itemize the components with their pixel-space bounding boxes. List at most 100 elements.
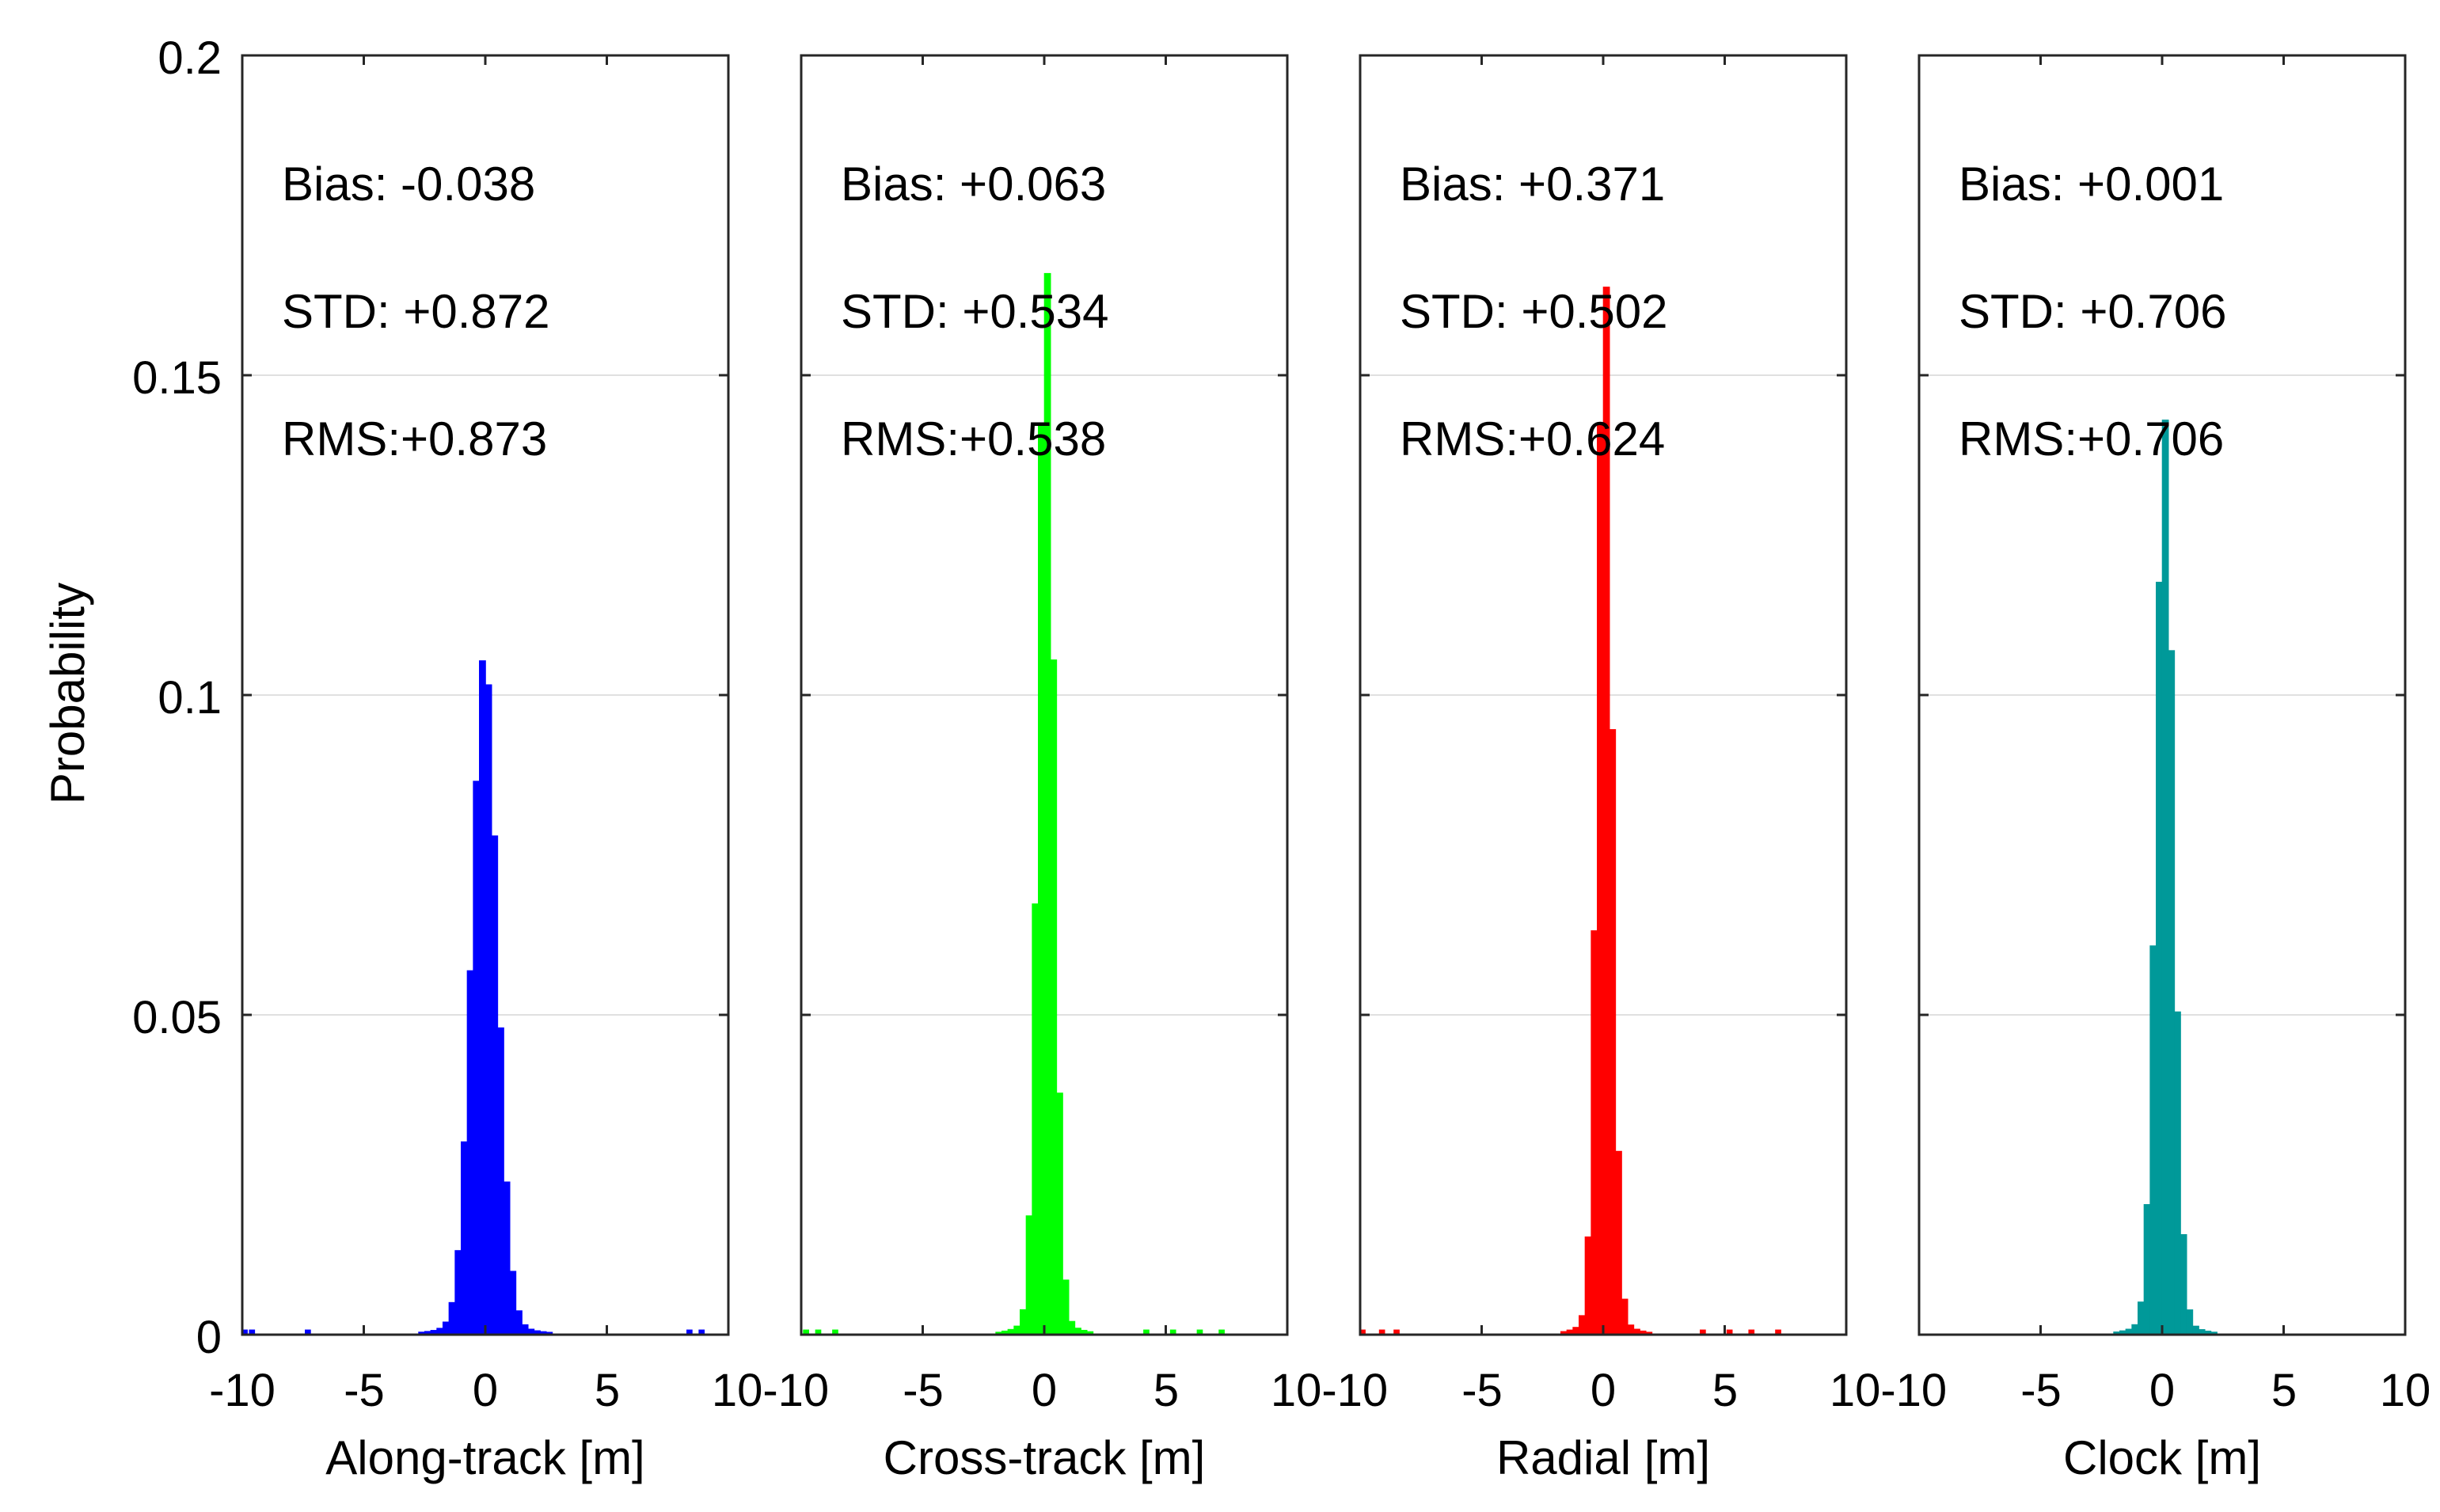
outlier-bar [1378, 1329, 1385, 1335]
histogram-bar [1609, 729, 1617, 1335]
y-tick-label: 0.2 [158, 32, 222, 84]
x-axis-label: Along-track [m] [325, 1431, 644, 1484]
std-label: STD: +0.502 [1400, 285, 1668, 338]
bias-label: Bias: +0.063 [841, 158, 1106, 211]
x-tick-label: 10 [2380, 1365, 2431, 1416]
histogram-bar [1056, 1092, 1063, 1335]
axis-ticks [1917, 54, 2407, 1336]
histogram-bar [473, 781, 481, 1335]
bias-label: Bias: +0.371 [1400, 158, 1665, 211]
x-tick-label: -5 [903, 1365, 944, 1416]
outlier-bar [241, 1329, 248, 1335]
outlier-bar [686, 1329, 693, 1335]
histogram-bar [442, 1321, 450, 1335]
x-axis-label: Cross-track [m] [884, 1431, 1206, 1484]
histogram-bar [448, 1301, 456, 1335]
outlier-bar [305, 1329, 311, 1335]
histogram-bar [2149, 945, 2157, 1335]
histogram-bar [2156, 581, 2163, 1335]
histogram-bar [2131, 1324, 2139, 1335]
outlier-bar [1359, 1329, 1366, 1335]
outlier-bar [1143, 1329, 1150, 1335]
std-label: STD: +0.872 [282, 285, 550, 338]
histogram-bar [1579, 1315, 1586, 1335]
histogram-bar [1013, 1325, 1021, 1335]
histogram-bar [1621, 1298, 1629, 1335]
outlier-bar [832, 1329, 838, 1335]
histogram-bar [1591, 930, 1598, 1335]
panel-radial: Bias: +0.371 STD: +0.502 RMS:+0.624 Radi… [1359, 54, 1848, 1484]
outlier-bar [249, 1329, 256, 1335]
histogram-bar [497, 1027, 504, 1335]
histogram-bars [241, 660, 705, 1335]
x-tick-label: -5 [2020, 1365, 2062, 1416]
x-tick-label: 5 [595, 1365, 620, 1416]
x-tick-label: -5 [344, 1365, 385, 1416]
histogram-bar [1038, 425, 1045, 1335]
outlier-bar [1393, 1329, 1400, 1335]
x-tick-label: -10 [209, 1365, 276, 1416]
histogram-bar [466, 970, 474, 1335]
y-tick-labels: 0 0.05 0.1 0.15 0.2 [132, 32, 222, 1363]
y-tick-label: 0 [196, 1312, 222, 1363]
axis-ticks [800, 54, 1289, 1336]
histogram-bar [1627, 1324, 1635, 1335]
y-tick-label: 0.1 [158, 672, 222, 724]
histogram-bar [1050, 659, 1058, 1335]
x-tick-label: 10-10 [712, 1365, 829, 1416]
outlier-bar [698, 1329, 705, 1335]
x-tick-label: 5 [1153, 1365, 1179, 1416]
y-tick-label: 0.05 [132, 992, 222, 1043]
axis-ticks [1359, 54, 1848, 1336]
axis-ticks [241, 54, 730, 1336]
x-tick-label: 5 [2271, 1365, 2297, 1416]
outlier-bar [1196, 1329, 1203, 1335]
histogram-bar [2192, 1325, 2199, 1335]
histogram-bar [1020, 1309, 1027, 1335]
panel-clock: Bias: +0.001 STD: +0.706 RMS:+0.706 Cloc… [1917, 54, 2407, 1484]
x-tick-label: 0 [1591, 1365, 1616, 1416]
histogram-bar [1615, 1150, 1622, 1335]
outlier-bar [815, 1329, 822, 1335]
rms-label: RMS:+0.538 [841, 412, 1106, 465]
histogram-bar [1025, 1215, 1033, 1335]
histogram-bar [509, 1271, 517, 1335]
x-tick-label: 10-10 [1271, 1365, 1388, 1416]
y-tick-label: 0.15 [132, 352, 222, 404]
histogram-bar [454, 1250, 462, 1335]
histogram-bar [2161, 420, 2169, 1335]
histogram-bar [521, 1324, 529, 1335]
x-axis-label: Radial [m] [1496, 1431, 1710, 1484]
histogram-bar [2180, 1234, 2187, 1335]
panel-cross-track: Bias: +0.063 STD: +0.534 RMS:+0.538 Cros… [800, 54, 1289, 1484]
histogram-bar [2168, 650, 2176, 1335]
x-tick-label: 0 [473, 1365, 498, 1416]
x-tick-label: -5 [1461, 1365, 1503, 1416]
histogram-bar [1584, 1236, 1592, 1335]
histogram-bar [491, 835, 499, 1335]
histogram-bar [2174, 1011, 2181, 1335]
std-label: STD: +0.534 [841, 285, 1109, 338]
std-label: STD: +0.706 [1959, 285, 2227, 338]
histogram-bar [1032, 903, 1039, 1335]
x-tick-labels: -10 -5 0 5 10-10 -5 0 5 10-10 -5 0 5 10 -… [209, 1365, 2430, 1416]
histogram-bar [1062, 1279, 1070, 1335]
outlier-bar [1748, 1329, 1755, 1335]
histogram-bars [803, 272, 1225, 1335]
x-tick-label: 0 [1032, 1365, 1057, 1416]
x-tick-label: 5 [1712, 1365, 1738, 1416]
bias-label: Bias: -0.038 [282, 158, 535, 211]
panel-along-track: Bias: -0.038 STD: +0.872 RMS:+0.873 Alon… [241, 54, 730, 1484]
outlier-bar [1169, 1329, 1176, 1335]
rms-label: RMS:+0.706 [1959, 412, 2224, 465]
rms-label: RMS:+0.624 [1400, 412, 1665, 465]
histogram-bar [485, 684, 492, 1335]
x-axis-label: Clock [m] [2063, 1431, 2261, 1484]
histogram-bar [503, 1181, 511, 1335]
histogram-bar [1068, 1320, 1076, 1335]
outlier-bar [803, 1329, 809, 1335]
bias-label: Bias: +0.001 [1959, 158, 2224, 211]
histogram-bar [515, 1310, 523, 1335]
